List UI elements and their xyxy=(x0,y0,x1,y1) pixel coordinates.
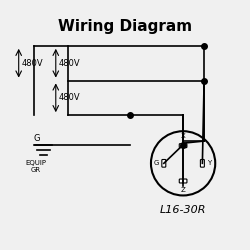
Text: L16-30R: L16-30R xyxy=(160,205,206,215)
FancyBboxPatch shape xyxy=(200,160,204,167)
Text: Y: Y xyxy=(207,160,212,166)
Text: Wiring Diagram: Wiring Diagram xyxy=(58,19,192,34)
Text: G: G xyxy=(34,134,40,143)
Text: Z: Z xyxy=(181,187,186,193)
Text: G: G xyxy=(154,160,159,166)
FancyBboxPatch shape xyxy=(179,144,187,148)
FancyBboxPatch shape xyxy=(162,160,166,167)
Text: X: X xyxy=(181,134,186,140)
FancyBboxPatch shape xyxy=(179,179,187,183)
Text: 480V: 480V xyxy=(21,59,43,68)
Text: 480V: 480V xyxy=(58,93,80,102)
Text: EQUIP
GR: EQUIP GR xyxy=(26,160,46,173)
Text: 480V: 480V xyxy=(58,59,80,68)
